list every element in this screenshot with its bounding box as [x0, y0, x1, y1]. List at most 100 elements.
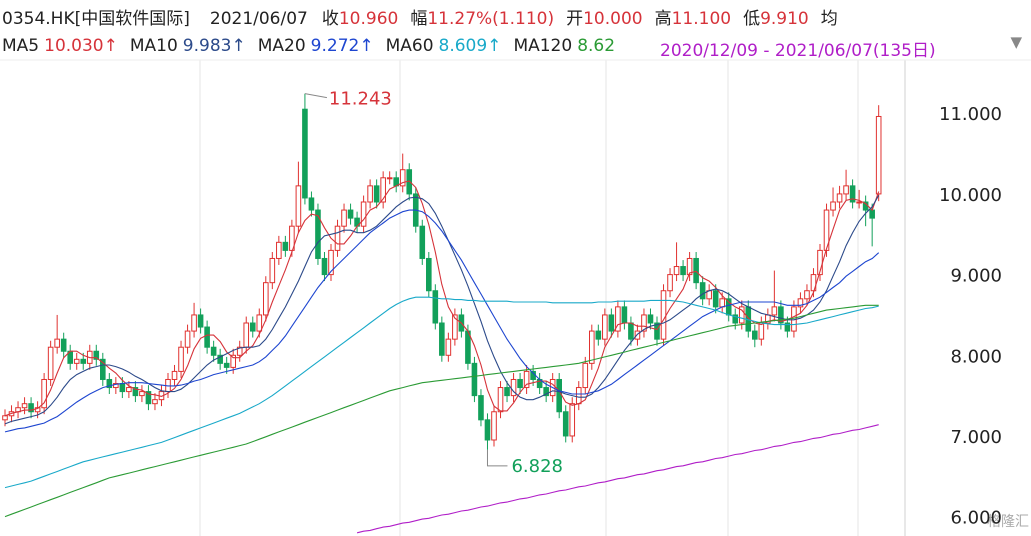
y-tick-label: 11.000 — [939, 104, 1002, 125]
candle-body — [738, 306, 745, 324]
candle-body — [497, 387, 504, 413]
watermark: 格隆汇 — [987, 514, 1029, 530]
y-tick-label: 7.000 — [950, 427, 1002, 448]
ma-line — [4, 209, 880, 433]
candle-body — [849, 185, 856, 203]
candle-body — [41, 378, 47, 409]
candle-body — [373, 185, 380, 203]
legend-value: 8.609↑ — [438, 36, 502, 56]
candle-body — [341, 209, 347, 227]
ma-line — [4, 195, 880, 425]
candle-body — [386, 177, 393, 180]
candle-body — [758, 322, 765, 340]
candle-body — [171, 370, 178, 380]
y-tick-label: 8.000 — [950, 346, 1002, 367]
candle-body — [719, 298, 726, 308]
candle-body — [256, 314, 263, 332]
field-value: 11.100 — [671, 9, 732, 29]
candle-body — [152, 399, 158, 405]
candle-body — [869, 209, 875, 219]
candle-body — [295, 185, 302, 227]
legend-name: MA5 — [2, 36, 40, 56]
candle-body — [178, 346, 184, 372]
candle-body — [197, 314, 204, 328]
field-label: 开 — [566, 9, 584, 29]
candle-body — [875, 115, 882, 195]
candle-body — [491, 411, 497, 441]
candle-body — [302, 108, 308, 199]
ma-line — [356, 424, 879, 534]
candle-body — [80, 358, 87, 364]
field-value: 10.960 — [338, 9, 399, 29]
candle-body — [628, 322, 634, 340]
candle-body — [523, 370, 530, 389]
candle-body — [217, 354, 223, 364]
candle-body — [543, 387, 549, 397]
candle-body — [484, 419, 491, 441]
field-label: 收 — [321, 9, 339, 29]
y-tick-label: 10.000 — [939, 185, 1002, 206]
ma-line — [4, 180, 880, 417]
candle-body — [693, 257, 699, 284]
candle-body — [680, 266, 686, 276]
candle-body — [106, 378, 113, 389]
candle-body — [315, 209, 321, 259]
legend-value: 9.272↑ — [310, 36, 374, 56]
candle-body — [660, 290, 667, 340]
candle-body — [562, 411, 569, 437]
candle-body — [191, 314, 197, 332]
candle-body — [582, 362, 589, 389]
candle-body — [210, 346, 217, 356]
candle-body — [830, 201, 836, 211]
subtitle: 2020/12/09 - 2021/06/07(135日) — [660, 41, 936, 61]
candle-body — [269, 257, 276, 284]
candle-body — [236, 346, 243, 356]
candle-body — [673, 266, 680, 276]
candle-body — [276, 241, 282, 259]
candle-body — [556, 378, 563, 413]
candle-body — [145, 391, 152, 405]
candle-body — [334, 225, 341, 251]
symbol: 0354.HK[中国软件国际] — [2, 9, 190, 29]
field-label: 低 — [743, 9, 761, 29]
candle-body — [426, 257, 432, 292]
menu-icon[interactable]: ▼ — [1010, 33, 1022, 51]
candle-body — [478, 395, 484, 421]
candle-body — [452, 314, 458, 340]
legend-value: 10.030↑ — [44, 36, 118, 56]
candle-body — [432, 290, 439, 324]
candle-body — [856, 201, 862, 204]
candle-body — [347, 209, 354, 219]
candle-body — [249, 322, 256, 332]
candle-body — [204, 326, 210, 348]
ma-row: MA5 10.030↑ MA10 9.983↑ MA20 9.272↑ MA60 8.609↑… — [2, 36, 627, 56]
candle-body — [602, 314, 608, 340]
header-row: 0354.HK[中国软件国际] 2021/06/07 收10.960 幅11.27%(… — [2, 4, 838, 29]
candle-body — [778, 306, 784, 324]
candle-body — [712, 290, 719, 308]
candle-body — [784, 322, 791, 332]
candle-body — [732, 314, 739, 324]
y-tick-label: 9.000 — [950, 266, 1002, 287]
candle-body — [647, 314, 654, 324]
candle-body — [797, 298, 804, 308]
candle-body — [699, 282, 706, 300]
candle-body — [615, 306, 621, 332]
annotation-arrow — [486, 449, 508, 467]
candle-body — [113, 383, 119, 389]
low-label: 6.828 — [511, 456, 563, 477]
candle-body — [230, 354, 236, 368]
candle-body — [126, 387, 132, 393]
candle-body — [471, 362, 478, 397]
candle-body — [380, 177, 386, 203]
candle-body — [504, 387, 510, 397]
y-tick-label: 6.000 — [950, 508, 1002, 529]
candle-body — [367, 185, 373, 203]
candle-body — [263, 282, 269, 316]
candle-body — [686, 257, 693, 276]
legend-value: 8.62 — [577, 36, 616, 56]
field-label: 均 — [820, 9, 838, 29]
candle-body — [223, 362, 230, 368]
candle-body — [282, 241, 289, 251]
candle-body — [28, 403, 34, 413]
